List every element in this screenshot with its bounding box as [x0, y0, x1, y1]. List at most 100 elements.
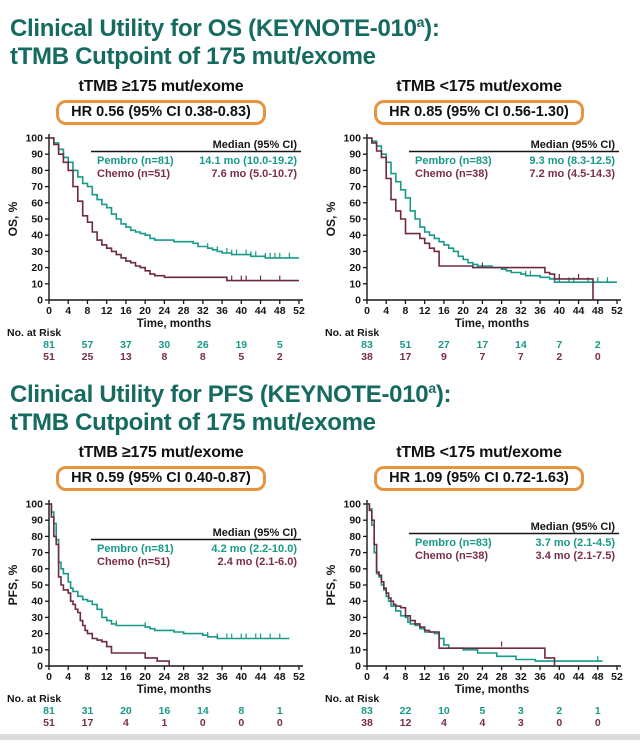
svg-text:80: 80: [349, 165, 361, 177]
svg-text:31: 31: [82, 705, 94, 717]
svg-text:20: 20: [139, 671, 151, 683]
svg-text:8: 8: [85, 305, 91, 317]
svg-text:51: 51: [43, 351, 55, 363]
svg-text:17: 17: [477, 339, 489, 351]
svg-text:Time, months: Time, months: [455, 318, 530, 330]
svg-text:20: 20: [457, 305, 469, 317]
svg-text:8: 8: [238, 705, 244, 717]
svg-text:48: 48: [274, 305, 286, 317]
svg-text:48: 48: [274, 671, 286, 683]
svg-text:OS, %: OS, %: [6, 201, 20, 236]
svg-text:14: 14: [197, 705, 209, 717]
svg-text:7.2 mo (4.5-14.3): 7.2 mo (4.5-14.3): [529, 168, 615, 180]
svg-text:52: 52: [611, 671, 623, 683]
panel-subtitle: tTMB <175 mut/exome: [396, 78, 562, 95]
svg-text:8: 8: [161, 351, 167, 363]
svg-text:90: 90: [31, 149, 43, 161]
svg-text:Time, months: Time, months: [137, 318, 212, 330]
svg-text:24: 24: [477, 671, 489, 683]
svg-text:4: 4: [65, 671, 71, 683]
svg-text:16: 16: [438, 305, 450, 317]
svg-text:4: 4: [123, 717, 129, 729]
svg-text:30: 30: [349, 246, 361, 258]
svg-text:70: 70: [349, 547, 361, 559]
svg-text:32: 32: [515, 671, 527, 683]
svg-text:50: 50: [31, 214, 43, 226]
svg-text:60: 60: [349, 197, 361, 209]
svg-text:52: 52: [293, 305, 305, 317]
svg-text:13: 13: [120, 351, 132, 363]
svg-text:3.7 mo (2.1-4.5): 3.7 mo (2.1-4.5): [536, 537, 616, 549]
svg-text:20: 20: [349, 262, 361, 274]
svg-text:0: 0: [556, 717, 562, 729]
svg-text:3: 3: [518, 705, 524, 717]
svg-text:57: 57: [82, 339, 94, 351]
svg-text:4.2 mo (2.2-10.0): 4.2 mo (2.2-10.0): [211, 543, 297, 555]
svg-text:0: 0: [238, 717, 244, 729]
svg-text:10: 10: [349, 644, 361, 656]
svg-text:7: 7: [556, 339, 562, 351]
svg-text:40: 40: [31, 230, 43, 242]
svg-text:90: 90: [349, 515, 361, 527]
svg-text:44: 44: [573, 671, 585, 683]
svg-text:3: 3: [518, 717, 524, 729]
svg-text:40: 40: [31, 596, 43, 608]
svg-text:52: 52: [293, 671, 305, 683]
slide-os: Clinical Utility for OS (KEYNOTE-010a): …: [0, 0, 640, 366]
svg-text:Median (95% CI): Median (95% CI): [213, 139, 298, 151]
svg-text:10: 10: [31, 644, 43, 656]
svg-text:0: 0: [355, 661, 361, 673]
panel-os-tmb-high: tTMB ≥175 mut/exome HR 0.56 (95% CI 0.38…: [2, 75, 320, 366]
svg-text:50: 50: [349, 214, 361, 226]
svg-text:36: 36: [216, 305, 228, 317]
svg-text:Chemo (n=51): Chemo (n=51): [97, 168, 170, 180]
svg-text:44: 44: [255, 671, 267, 683]
svg-text:Median (95% CI): Median (95% CI): [531, 521, 616, 533]
svg-text:70: 70: [31, 547, 43, 559]
svg-text:PFS, %: PFS, %: [324, 564, 338, 605]
svg-text:Median (95% CI): Median (95% CI): [531, 139, 616, 151]
svg-text:60: 60: [31, 197, 43, 209]
svg-text:30: 30: [31, 612, 43, 624]
svg-text:80: 80: [349, 531, 361, 543]
svg-text:36: 36: [534, 305, 546, 317]
svg-text:40: 40: [235, 305, 247, 317]
svg-text:40: 40: [349, 596, 361, 608]
svg-text:28: 28: [496, 671, 508, 683]
pfs-panels-row: tTMB ≥175 mut/exome HR 0.59 (95% CI 0.40…: [0, 441, 640, 732]
svg-text:12: 12: [419, 305, 431, 317]
svg-text:7: 7: [518, 351, 524, 363]
svg-text:48: 48: [592, 305, 604, 317]
svg-text:40: 40: [349, 230, 361, 242]
svg-text:2: 2: [556, 351, 562, 363]
svg-text:10: 10: [31, 278, 43, 290]
svg-text:20: 20: [457, 671, 469, 683]
svg-text:51: 51: [43, 717, 55, 729]
svg-text:20: 20: [349, 628, 361, 640]
svg-text:Pembro (n=81): Pembro (n=81): [97, 543, 174, 555]
slide-pfs: Clinical Utility for PFS (KEYNOTE-010a):…: [0, 366, 640, 732]
svg-text:12: 12: [101, 305, 113, 317]
svg-text:9: 9: [441, 351, 447, 363]
svg-text:4: 4: [383, 305, 389, 317]
svg-text:1: 1: [595, 705, 601, 717]
svg-text:28: 28: [178, 305, 190, 317]
svg-text:9.3 mo (8.3-12.5): 9.3 mo (8.3-12.5): [529, 155, 615, 167]
svg-text:0: 0: [37, 661, 43, 673]
svg-text:44: 44: [573, 305, 585, 317]
hazard-ratio-badge: HR 1.09 (95% CI 0.72-1.63): [374, 466, 584, 491]
section-title-os: Clinical Utility for OS (KEYNOTE-010a): …: [10, 8, 630, 71]
svg-text:8: 8: [200, 351, 206, 363]
svg-text:40: 40: [235, 671, 247, 683]
svg-text:20: 20: [31, 262, 43, 274]
svg-text:Time, months: Time, months: [455, 684, 530, 696]
panel-subtitle: tTMB ≥175 mut/exome: [78, 444, 244, 461]
svg-text:100: 100: [25, 133, 43, 145]
svg-text:1: 1: [161, 717, 167, 729]
svg-text:24: 24: [477, 305, 489, 317]
svg-text:Pembro (n=83): Pembro (n=83): [415, 155, 492, 167]
svg-text:17: 17: [82, 717, 94, 729]
svg-text:Chemo (n=38): Chemo (n=38): [415, 168, 488, 180]
svg-text:0: 0: [277, 717, 283, 729]
